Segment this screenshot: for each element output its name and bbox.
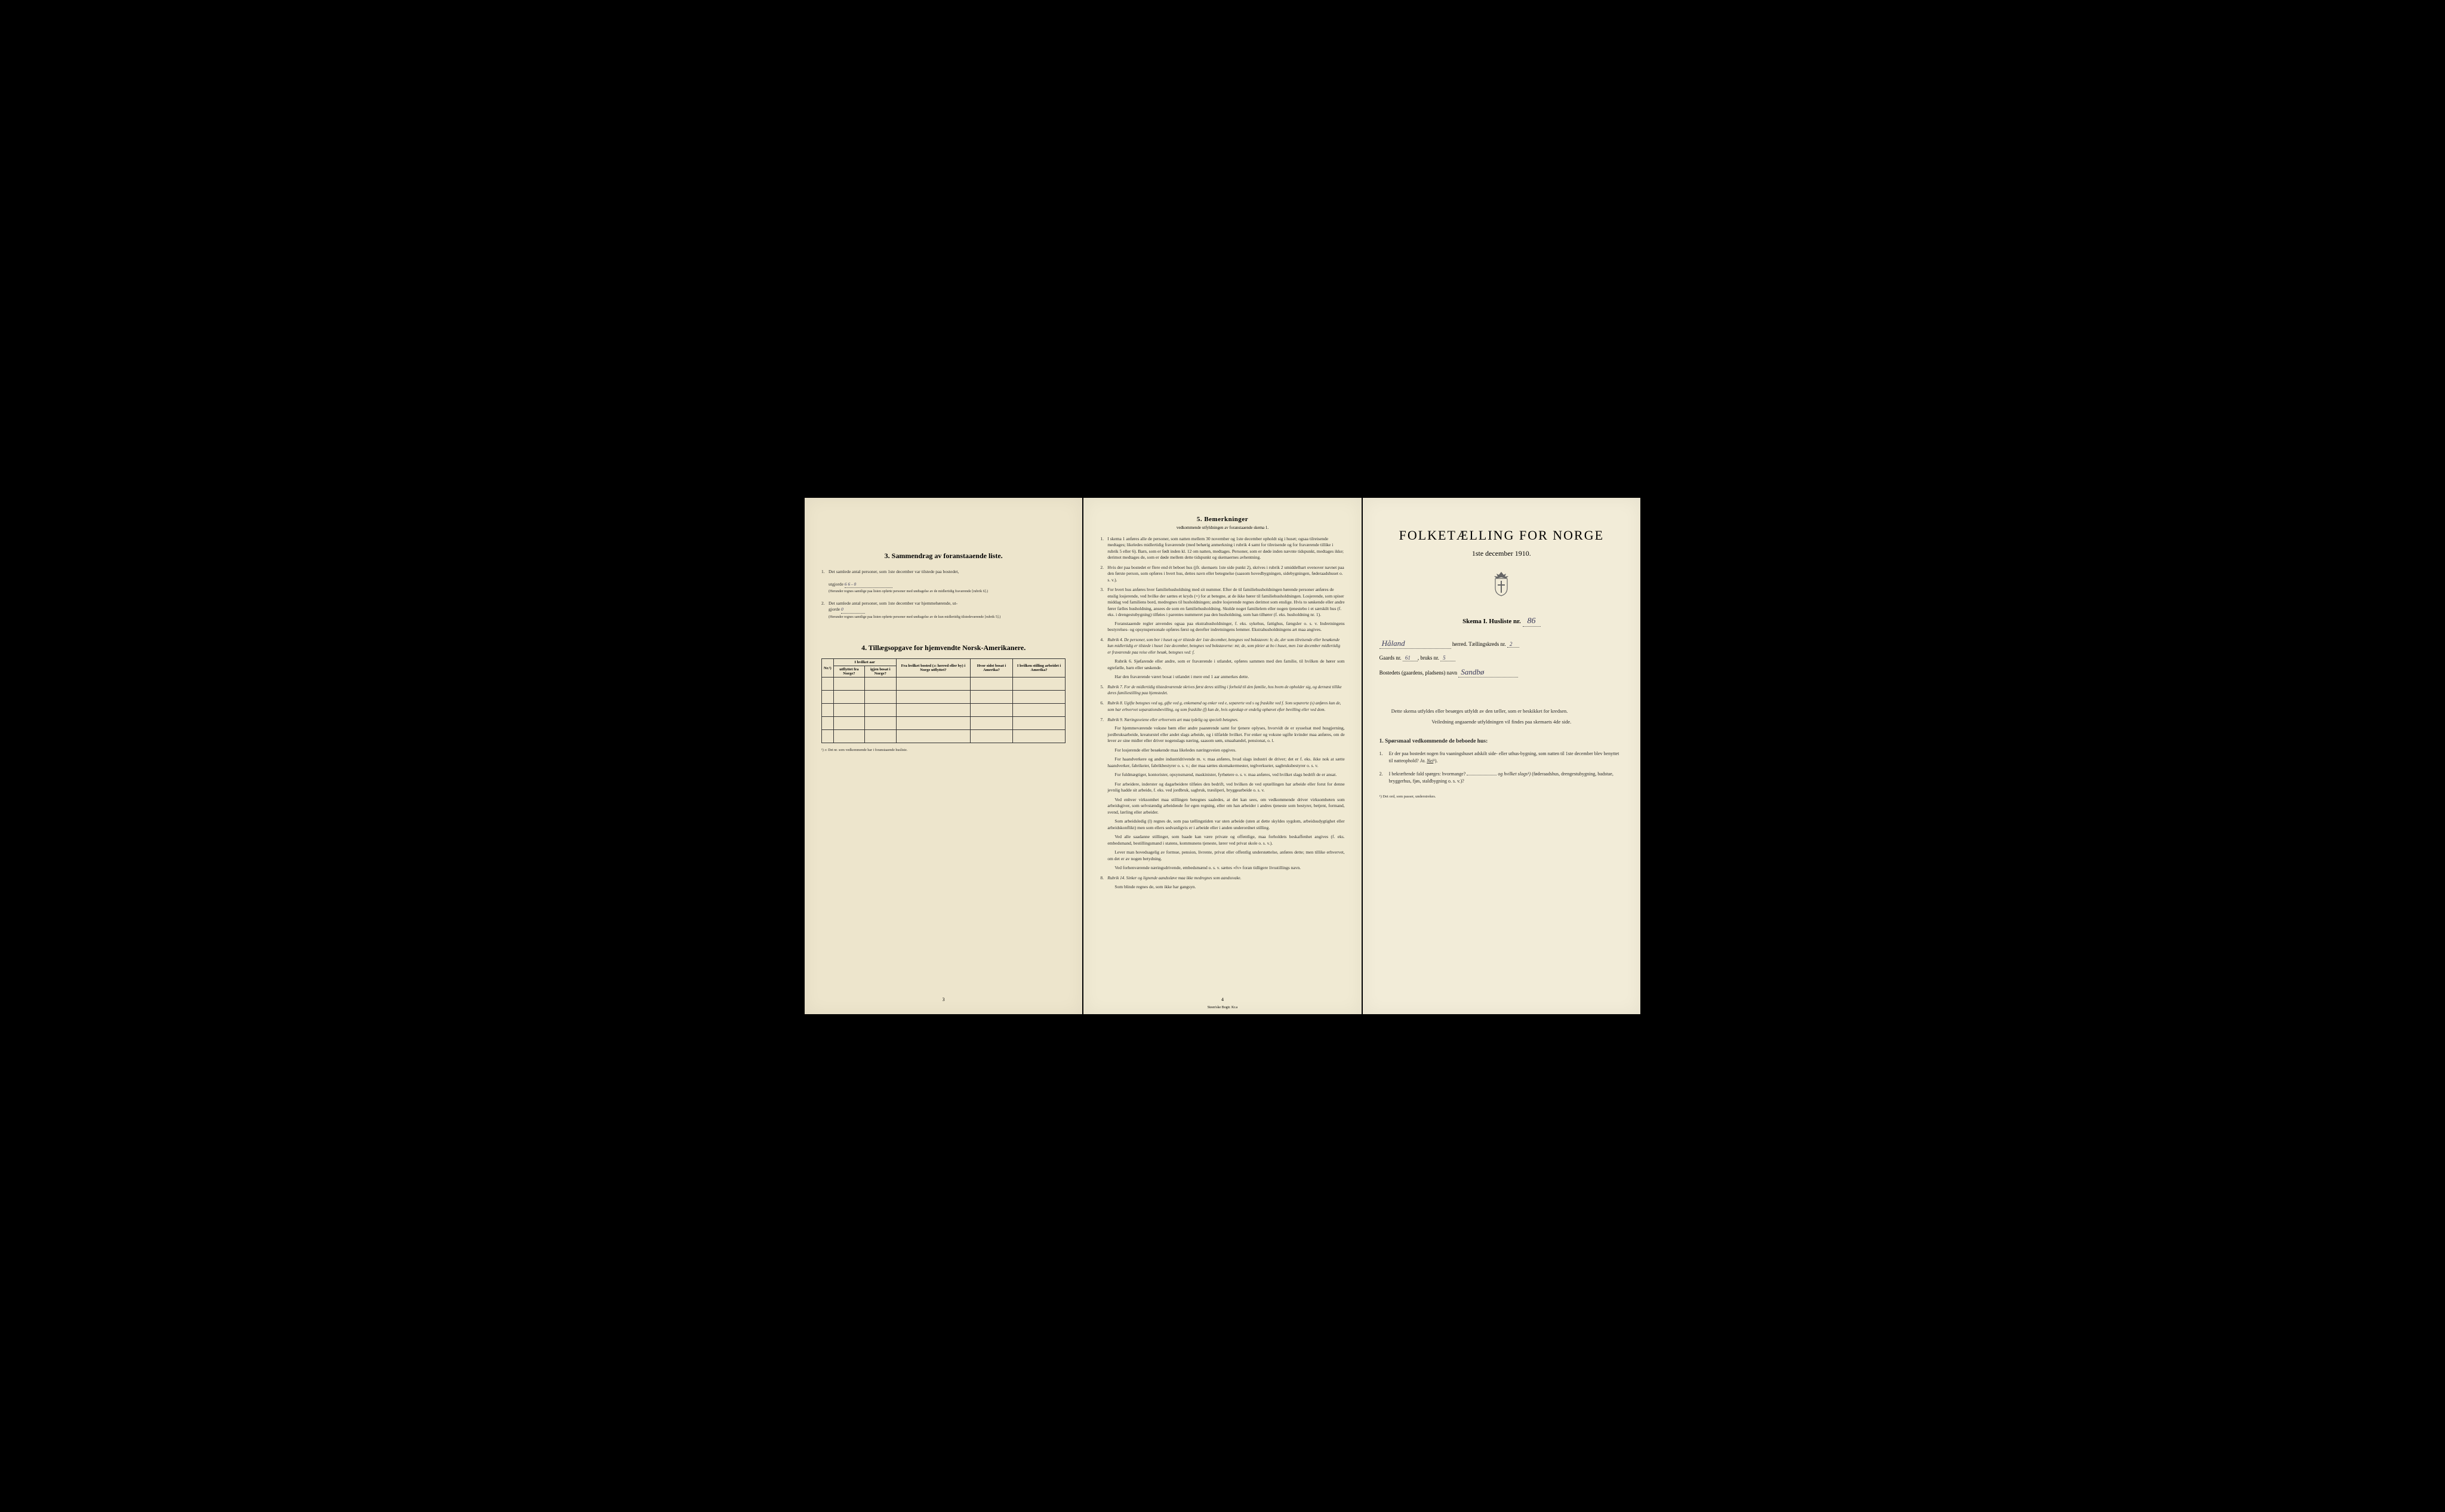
page-1: 3. Sammendrag av foranstaaende liste. De… <box>805 498 1082 1015</box>
col-amerika: Hvor sidst bosat i Amerika? <box>971 659 1013 678</box>
answer-nei: Nei <box>1427 758 1433 763</box>
kreds-nr: 2 <box>1507 641 1519 648</box>
main-title: FOLKETÆLLING FOR NORGE <box>1379 528 1624 543</box>
col-bosted: Fra hvilket bosted (ɔ: herred eller by) … <box>896 659 971 678</box>
remark-8: Rubrik 14. Sinker og lignende aandssløve… <box>1100 875 1344 890</box>
question-1: 1. Er der paa bostedet nogen fra vaaning… <box>1379 750 1624 765</box>
printer-credit: Steen'ske Bogtr. Kr.a <box>1208 1006 1237 1009</box>
norway-crest-icon <box>1379 570 1624 602</box>
table-footnote: ¹) ɔ: Det nr. som vedkommende har i fora… <box>821 748 1066 753</box>
page-number-1: 3 <box>943 997 945 1002</box>
skema-label: Skema I. Husliste nr. <box>1462 618 1521 625</box>
item2-prefix: gjorde <box>829 606 840 612</box>
item2-text: Det samlede antal personer, som 1ste dec… <box>829 601 957 606</box>
item2-value: 0 <box>841 606 865 614</box>
table-row <box>822 691 1066 704</box>
remark-4: Rubrik 4. De personer, som bor i huset o… <box>1100 637 1344 680</box>
page-3: FOLKETÆLLING FOR NORGE 1ste december 191… <box>1363 498 1640 1015</box>
col-stilling: I hvilken stilling arbeidet i Amerika? <box>1012 659 1066 678</box>
col-utflyttet: utflyttet fra Norge? <box>833 666 864 678</box>
remark-3: For hvert hus anføres hver familiehushol… <box>1100 587 1344 633</box>
question-header: 1. Spørsmaal vedkommende de beboede hus: <box>1379 738 1624 746</box>
col-aar: I hvilket aar <box>833 659 896 666</box>
section-5-subtitle: vedkommende utfyldningen av foranstaaend… <box>1100 525 1344 530</box>
table-row <box>822 678 1066 691</box>
item1-value: 6 6 - 0 <box>845 581 892 589</box>
item1-note: (Herunder regnes samtlige paa listen opf… <box>829 590 988 593</box>
question-2: 2. I bekræftende fald spørges: hvormange… <box>1379 771 1624 785</box>
remark-5: Rubrik 7. For de midlertidig tilstedevær… <box>1100 684 1344 697</box>
instruction-1: Dette skema utfyldes eller besørges utfy… <box>1379 707 1624 715</box>
herred-value: Håland <box>1379 639 1451 649</box>
bruks-label: bruks nr. <box>1420 655 1439 661</box>
census-document: 3. Sammendrag av foranstaaende liste. De… <box>805 498 1640 1015</box>
bruks-nr: 5 <box>1440 655 1455 661</box>
herred-suffix: herred. Tællingskreds nr. <box>1452 641 1506 647</box>
section-5-title: 5. Bemerkninger <box>1100 516 1344 523</box>
col-igjen: igjen bosat i Norge? <box>864 666 896 678</box>
instruction-2: Veiledning angaaende utfyldningen vil fi… <box>1379 718 1624 726</box>
remark-7: Rubrik 9. Næringsveiene eller erhvervets… <box>1100 717 1344 872</box>
remark-1: I skema 1 anføres alle de personer, som … <box>1100 536 1344 561</box>
table-row <box>822 717 1066 730</box>
remark-6: Rubrik 8. Ugifte betegnes ved ug, gifte … <box>1100 700 1344 713</box>
bosted-value: Sandbø <box>1458 667 1518 678</box>
footnote-1: ¹) Det ord, som passer, understrekes. <box>1379 794 1624 799</box>
gaards-nr: 61 <box>1403 655 1418 661</box>
table-row <box>822 704 1066 717</box>
amerikanere-table: Nr.¹) I hvilket aar Fra hvilket bosted (… <box>821 658 1066 743</box>
census-date: 1ste december 1910. <box>1379 549 1624 558</box>
section-4-title: 4. Tillægsopgave for hjemvendte Norsk-Am… <box>821 643 1066 652</box>
table-row <box>822 730 1066 743</box>
gaards-label: Gaards nr. <box>1379 655 1402 661</box>
item2-note: (Herunder regnes samtlige paa listen opf… <box>829 615 1000 619</box>
page-number-2: 4 <box>1221 997 1224 1002</box>
item1-text: Det samlede antal personer, som 1ste dec… <box>829 569 959 574</box>
page-2: 5. Bemerkninger vedkommende utfyldningen… <box>1083 498 1361 1015</box>
husliste-nr: 86 <box>1523 617 1541 627</box>
section-3-title: 3. Sammendrag av foranstaaende liste. <box>821 552 1066 561</box>
summary-item-2: Det samlede antal personer, som 1ste dec… <box>821 601 1066 620</box>
col-nr: Nr.¹) <box>822 659 834 678</box>
remark-2: Hvis der paa bostedet er flere end ét be… <box>1100 565 1344 584</box>
summary-item-1: Det samlede antal personer, som 1ste dec… <box>821 569 1066 595</box>
item1-prefix: utgjorde <box>829 581 843 587</box>
bosted-label: Bostedets (gaardens, pladsens) navn <box>1379 670 1457 676</box>
